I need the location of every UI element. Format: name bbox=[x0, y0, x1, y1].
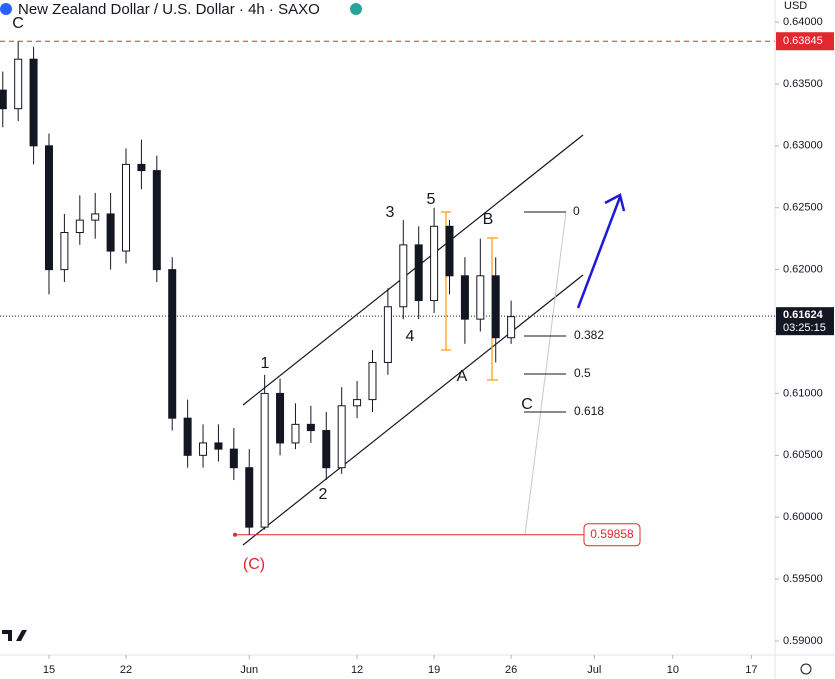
candle-body bbox=[75, 219, 84, 233]
candle-body bbox=[260, 392, 269, 528]
candle-body bbox=[137, 163, 146, 172]
candle-body bbox=[276, 392, 285, 444]
countdown-label: 03:25:15 bbox=[783, 322, 826, 334]
candle-body bbox=[29, 58, 38, 147]
candle-body bbox=[229, 448, 238, 469]
last-price-tag bbox=[776, 307, 834, 336]
wave-label: B bbox=[483, 211, 494, 228]
candle-body bbox=[14, 58, 23, 110]
candle-body bbox=[152, 170, 161, 271]
x-tick-label: 19 bbox=[428, 664, 440, 676]
candle-body bbox=[460, 275, 469, 320]
candle-body bbox=[291, 423, 300, 444]
x-tick-label: 15 bbox=[43, 664, 55, 676]
candle-body bbox=[491, 275, 500, 339]
currency-label: USD bbox=[784, 0, 807, 12]
candle-body bbox=[445, 225, 454, 277]
x-tick-label: Jul bbox=[587, 664, 601, 676]
candle-body bbox=[383, 306, 392, 363]
candle-body bbox=[353, 399, 362, 407]
wave-label: A bbox=[457, 368, 468, 385]
y-tick-label: 0.64000 bbox=[783, 16, 823, 28]
candle-body bbox=[414, 244, 423, 302]
fib-levels bbox=[524, 211, 566, 413]
y-tick-label: 0.59000 bbox=[783, 635, 823, 647]
support-tag-label: 0.59858 bbox=[590, 527, 634, 541]
wave-label: C bbox=[521, 396, 533, 413]
candle-body bbox=[60, 231, 69, 271]
y-tick-label: 0.63500 bbox=[783, 78, 823, 90]
candle-body bbox=[44, 145, 53, 271]
wave-label: 4 bbox=[406, 328, 415, 345]
fib-label: 0.382 bbox=[574, 328, 604, 342]
y-tick-label: 0.60500 bbox=[783, 449, 823, 461]
wave-label: 3 bbox=[386, 204, 395, 221]
x-tick-label: 10 bbox=[667, 664, 679, 676]
y-tick-label: 0.59500 bbox=[783, 573, 823, 585]
candle-body bbox=[199, 442, 208, 456]
settings-icon[interactable] bbox=[800, 663, 812, 675]
target-arrow bbox=[576, 193, 626, 309]
wave-label: C bbox=[12, 15, 24, 32]
price-tag bbox=[776, 32, 834, 51]
x-tick-label: 26 bbox=[505, 664, 517, 676]
last-price-label: 0.61624 bbox=[783, 309, 824, 321]
candle-body bbox=[106, 213, 115, 252]
y-tick-label: 0.60000 bbox=[783, 511, 823, 523]
candle-body bbox=[476, 275, 485, 320]
y-tick-label: 0.62500 bbox=[783, 202, 823, 214]
x-tick-label: 12 bbox=[351, 664, 363, 676]
channel-lower bbox=[242, 274, 584, 546]
x-tick-label: 22 bbox=[120, 664, 132, 676]
candle-body bbox=[399, 244, 408, 308]
y-tick-label: 0.62000 bbox=[783, 264, 823, 276]
chart-title: New Zealand Dollar / U.S. Dollar · 4h · … bbox=[18, 1, 320, 18]
fib-label: 0.618 bbox=[574, 404, 604, 418]
logo bbox=[2, 630, 27, 641]
candle-body bbox=[168, 269, 177, 419]
y-tick-label: 0.61000 bbox=[783, 387, 823, 399]
candle-body bbox=[245, 467, 254, 528]
wave-label: 1 bbox=[261, 355, 270, 372]
wave-label: (C) bbox=[243, 556, 265, 573]
candle-body bbox=[337, 405, 346, 469]
y-tick-label: 0.63000 bbox=[783, 140, 823, 152]
candle-body bbox=[0, 89, 7, 110]
support-dot bbox=[233, 532, 237, 537]
candle-body bbox=[368, 361, 377, 401]
candle-body bbox=[214, 442, 223, 450]
wave-label: 2 bbox=[319, 486, 328, 503]
fib-label: 0.5 bbox=[574, 366, 591, 380]
candle-body bbox=[183, 417, 192, 456]
candle-body bbox=[122, 163, 131, 252]
channel-upper bbox=[242, 134, 584, 406]
candle-body bbox=[430, 225, 439, 302]
candle-body bbox=[91, 213, 100, 221]
candle-body bbox=[306, 423, 315, 432]
wave-label: 5 bbox=[427, 191, 436, 208]
fib-label: 0 bbox=[573, 204, 580, 218]
x-tick-label: 17 bbox=[745, 664, 757, 676]
symbol-icon[interactable] bbox=[0, 3, 12, 15]
candle-body bbox=[322, 430, 331, 469]
price-tag-label: 0.63845 bbox=[783, 35, 823, 47]
candle-body bbox=[507, 316, 516, 339]
support-tag bbox=[583, 523, 641, 547]
x-tick-label: Jun bbox=[240, 664, 258, 676]
status-dot bbox=[350, 3, 362, 15]
